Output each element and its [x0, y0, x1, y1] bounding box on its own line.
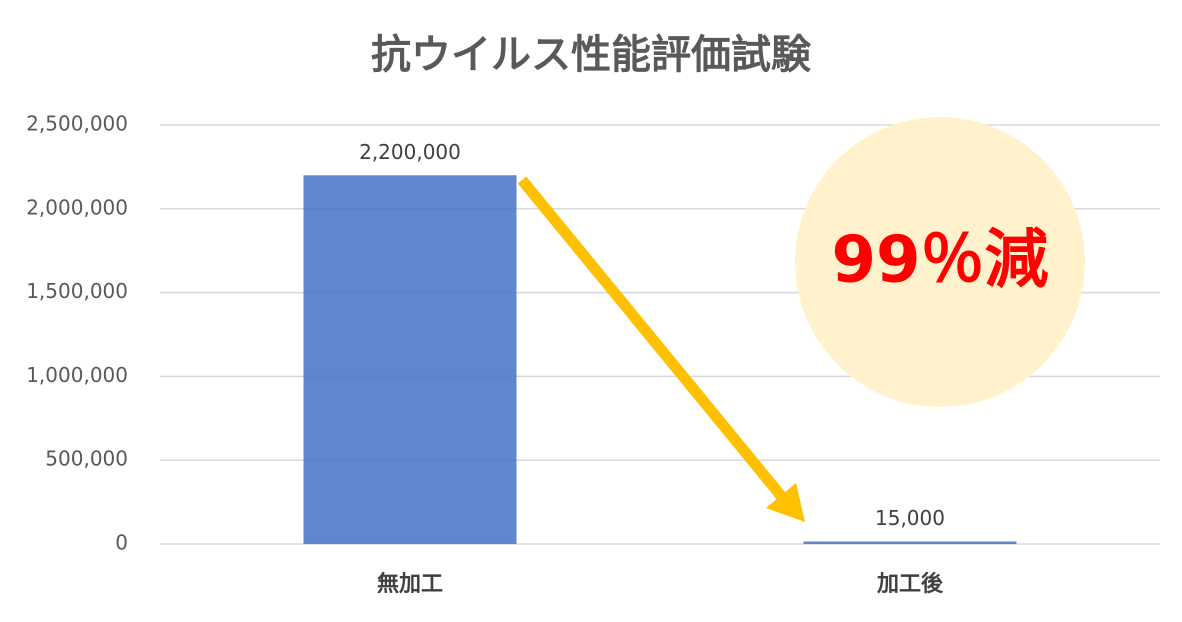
- y-tick-label: 1,500,000: [26, 279, 128, 303]
- bar: [303, 175, 517, 544]
- y-tick-label: 2,500,000: [26, 112, 128, 136]
- chart-title: 抗ウイルス性能評価試験: [371, 32, 812, 78]
- x-tick-label: 無加工: [377, 571, 443, 597]
- highlight-circle: [795, 117, 1085, 407]
- value-label: 2,200,000: [359, 140, 461, 164]
- x-tick-label: 加工後: [876, 571, 944, 597]
- y-tick-label: 0: [115, 531, 128, 555]
- y-tick-label: 1,000,000: [26, 363, 128, 387]
- bar: [803, 541, 1017, 544]
- y-tick-label: 2,000,000: [26, 195, 128, 219]
- value-label: 15,000: [875, 506, 945, 530]
- arrow-head: [766, 483, 805, 522]
- annotation: 99％減: [831, 224, 1048, 298]
- arrow-shaft: [517, 176, 787, 501]
- y-tick-label: 500,000: [45, 447, 128, 471]
